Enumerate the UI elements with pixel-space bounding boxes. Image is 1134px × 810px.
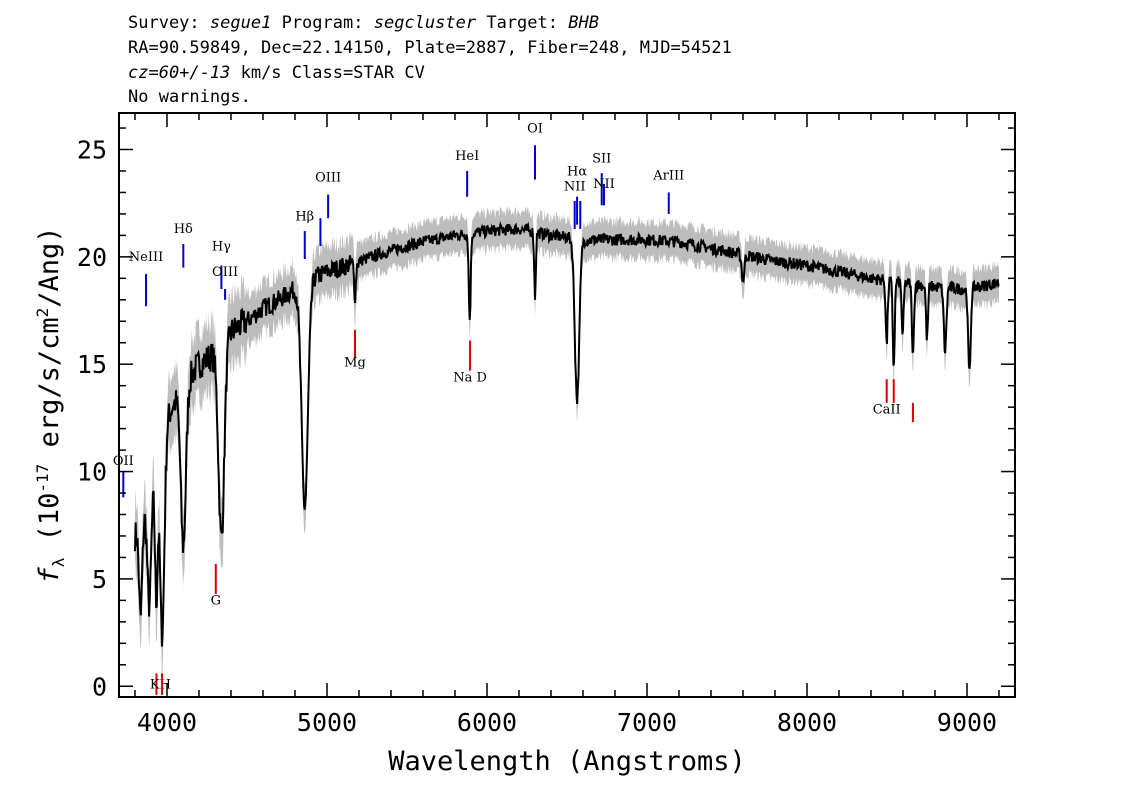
survey-label: Survey: [128,13,200,33]
x-tick-label: 6000 [457,708,517,737]
y-tick-label: 10 [77,458,107,487]
absorption-line-label: KH [150,677,171,692]
program-label: Program: [281,13,364,33]
header-line-4: No warnings. [128,87,251,107]
emission-line-label: OIII [315,171,341,186]
y-axis-symbol: f [34,567,65,584]
x-tick-label: 9000 [937,708,997,737]
x-tick-label: 5000 [297,708,357,737]
emission-line-label: OI [527,121,543,136]
spectrum-line [134,221,1000,647]
target-label: Target: [486,13,558,33]
program-value: segcluster [373,13,477,33]
x-tick-label: 7000 [617,708,677,737]
plot-frame [118,112,1016,698]
absorption-line-label: Na D [453,370,487,385]
emission-line-label: Hα [567,164,587,179]
y-tick-label: 25 [77,136,107,165]
emission-line-label: NII [564,179,586,194]
target-value: BHB [568,13,599,33]
y-axis-tail: /Ang) [34,226,65,307]
x-tick-label: 4000 [137,708,197,737]
y-axis-exponent: -17 [33,464,52,493]
y-tick-label: 15 [77,350,107,379]
x-axis-title: Wavelength (Angstroms) [388,746,746,777]
y-axis-symbol-sub: λ [49,557,68,567]
emission-line-label: Hβ [295,209,314,224]
emission-line-label: Hγ [212,239,231,254]
x-tick-label: 8000 [777,708,837,737]
header-line-1: Survey: segue1 Program: segcluster Targe… [128,13,599,33]
absorption-line-label: G [211,594,221,609]
redshift-value: cz=60+/-13 [128,63,231,83]
emission-line-label: SII [592,151,611,166]
emission-line-label: OIII [212,265,238,280]
y-tick-label: 20 [77,243,107,272]
spectrum-group [134,221,1000,647]
emission-line-label: OII [113,454,134,469]
class-text: km/s Class=STAR CV [230,63,425,83]
emission-line-label: ArIII [652,169,684,184]
emission-line-label: NeIII [129,250,163,265]
y-axis-title: fλ (10-17 erg/s/cm2/Ang) [33,226,68,583]
y-tick-label: 0 [92,672,107,701]
emission-line-label: NII [593,177,615,192]
ticks-group: 4000 5000 6000 7000 8000 9000 0 5 10 15 20 25 [77,113,1015,737]
line-markers-group: OIINeIIIHδHγOIIIHβOIIIHeIOINIIHαSIINIIAr… [113,121,914,695]
header-line-2: RA=90.59849, Dec=22.14150, Plate=2887, F… [128,38,732,58]
emission-line-label: HeI [455,149,479,164]
header-line-3: cz=60+/-13 km/s Class=STAR CV [128,63,425,83]
absorption-line-label: CaII [873,403,901,418]
y-axis-units: erg/s/cm [34,317,65,463]
survey-value: segue1 [209,13,272,33]
emission-line-label: Hδ [174,222,193,237]
y-axis-text: (10 [34,493,65,558]
y-tick-label: 5 [92,565,107,594]
y-axis-exponent-2: 2 [33,308,52,318]
absorption-line-label: Mg [344,355,366,370]
